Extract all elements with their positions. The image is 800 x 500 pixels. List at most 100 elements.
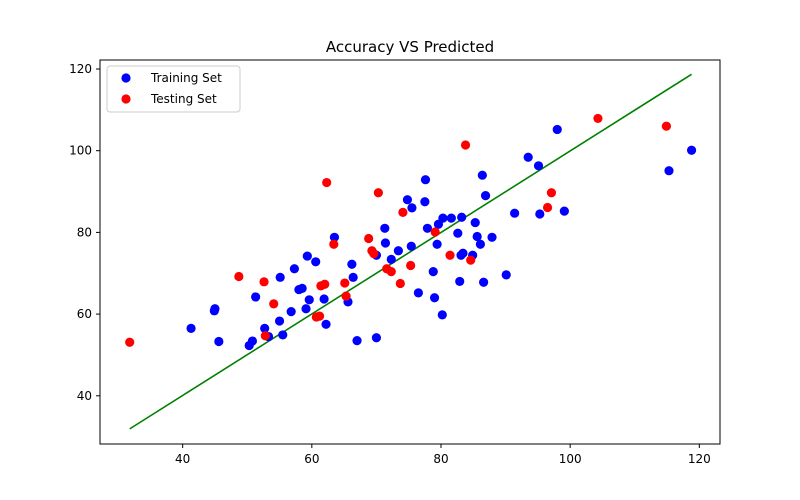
training-point	[371, 333, 382, 343]
training-point	[533, 161, 544, 171]
axes-frame	[99, 59, 721, 445]
training-point	[319, 294, 329, 304]
testing-point	[341, 291, 351, 301]
training-point	[457, 212, 467, 222]
x-axis: 40 60 80 100 120	[175, 444, 711, 466]
training-point	[393, 246, 403, 256]
legend-marker	[121, 94, 131, 104]
y-tick-label: 60	[77, 307, 92, 321]
training-point	[432, 239, 442, 249]
training-point	[329, 232, 340, 242]
testing-point	[460, 140, 471, 150]
training-point	[552, 124, 562, 135]
testing-point	[364, 233, 374, 244]
testing-point	[395, 278, 405, 289]
testing-point	[322, 177, 332, 188]
training-point	[480, 191, 491, 201]
training-point	[402, 195, 413, 205]
x-tick-label: 80	[433, 452, 448, 466]
training-point	[446, 213, 456, 223]
testing-point	[340, 278, 350, 288]
testing-point	[329, 239, 339, 249]
training-point	[321, 319, 331, 329]
training-point	[487, 232, 497, 242]
training-point	[523, 152, 533, 162]
legend-marker	[121, 73, 131, 83]
training-point	[438, 213, 448, 223]
training-point	[477, 170, 487, 180]
y-axis: 40 60 80 100 120	[69, 62, 100, 403]
legend: Training Set Testing Set	[106, 65, 241, 113]
training-point	[286, 307, 296, 317]
plot-area	[125, 73, 697, 430]
testing-point	[593, 113, 603, 124]
training-point	[380, 223, 390, 233]
training-point	[348, 272, 358, 282]
training-point	[479, 277, 489, 287]
testing-point	[398, 207, 408, 217]
training-point	[274, 316, 285, 326]
testing-point	[406, 260, 416, 271]
x-tick-label: 120	[688, 452, 711, 466]
training-point	[289, 264, 299, 274]
training-point	[386, 254, 396, 264]
training-point	[422, 223, 433, 233]
training-point	[407, 203, 417, 213]
training-point	[664, 166, 674, 176]
training-point	[210, 304, 220, 314]
training-point	[413, 288, 423, 298]
testing-point	[466, 255, 476, 265]
training-point	[458, 248, 468, 258]
testing-point	[546, 188, 557, 198]
y-tick-label: 120	[69, 62, 92, 76]
fit-line	[129, 73, 693, 430]
training-point	[251, 292, 261, 302]
testing-point	[542, 202, 553, 213]
testing-point	[259, 277, 269, 287]
x-tick-label: 100	[559, 452, 582, 466]
testing-point	[234, 271, 244, 282]
training-point	[455, 276, 465, 287]
training-point	[247, 336, 258, 346]
training-point	[686, 145, 697, 155]
training-point	[380, 238, 391, 248]
testing-point	[125, 337, 135, 347]
training-point	[186, 323, 196, 333]
training-point	[420, 197, 430, 207]
training-point	[453, 228, 463, 238]
training-point	[301, 304, 311, 314]
training-point	[311, 257, 321, 267]
testing-point	[386, 267, 396, 277]
training-point	[275, 272, 285, 282]
training-point	[352, 336, 362, 346]
y-tick-label: 40	[77, 389, 92, 403]
training-point	[501, 270, 511, 280]
training-point	[214, 336, 224, 347]
legend-label: Testing Set	[150, 92, 217, 106]
testing-point	[661, 121, 671, 131]
training-point	[260, 323, 270, 333]
testing-point	[373, 188, 383, 198]
series-testing	[125, 113, 671, 347]
training-point	[472, 231, 482, 242]
training-point	[510, 208, 520, 218]
training-point	[470, 217, 480, 228]
training-point	[297, 283, 307, 293]
testing-point	[260, 331, 270, 341]
x-tick-label: 60	[304, 452, 319, 466]
legend-label: Training Set	[150, 71, 222, 85]
training-point	[302, 251, 312, 261]
training-point	[304, 295, 314, 305]
y-tick-label: 80	[77, 225, 92, 239]
x-tick-label: 40	[175, 452, 190, 466]
training-point	[420, 175, 431, 185]
training-point	[406, 241, 416, 251]
training-point	[347, 259, 357, 269]
training-point	[475, 239, 485, 249]
training-point	[559, 206, 569, 216]
training-point	[278, 330, 288, 340]
training-point	[429, 293, 440, 303]
legend-box	[106, 65, 241, 113]
training-point	[437, 310, 447, 320]
